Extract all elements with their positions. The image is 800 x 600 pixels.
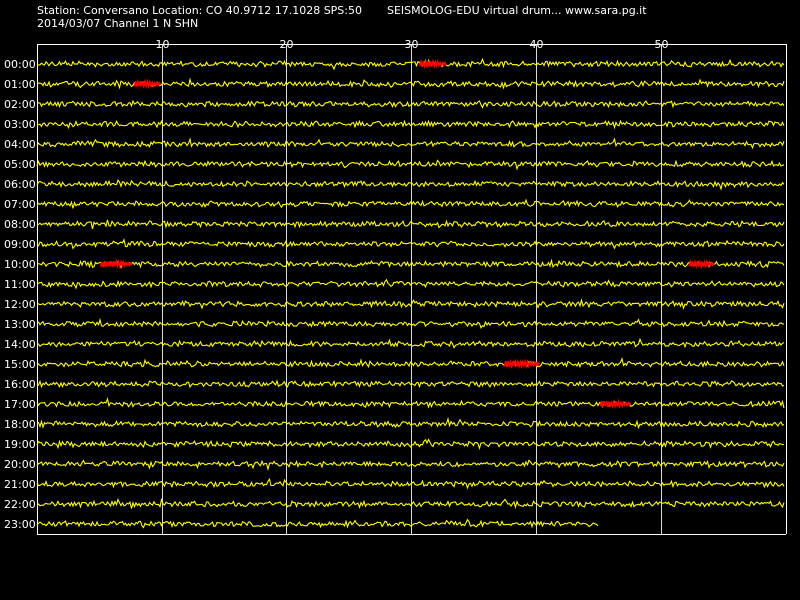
hour-label: 22:00 [4, 498, 36, 511]
hour-label: 18:00 [4, 418, 36, 431]
trace-1600 [36, 379, 785, 389]
trace-0400 [36, 137, 785, 150]
hour-label: 21:00 [4, 478, 36, 491]
trace-0600 [36, 179, 785, 191]
trace-1400 [36, 337, 785, 349]
trace-0900 [36, 238, 785, 250]
trace-0300 [36, 119, 785, 130]
trace-0100 [36, 77, 785, 90]
hour-label: 01:00 [4, 78, 36, 91]
trace-1300 [36, 317, 785, 330]
hour-label: 11:00 [4, 278, 36, 291]
trace-0500 [36, 159, 785, 171]
trace-2300 [36, 518, 599, 529]
minute-tick-label: 50 [655, 38, 669, 51]
trace-1900 [36, 438, 785, 450]
hour-label: 10:00 [4, 258, 36, 271]
trace-1000 [36, 258, 785, 269]
trace-0700 [36, 198, 785, 209]
hour-label: 13:00 [4, 318, 36, 331]
station-info: Station: Conversano Location: CO 40.9712… [37, 4, 362, 17]
hour-label: 19:00 [4, 438, 36, 451]
trace-0800 [36, 219, 785, 230]
minute-tick-label: 40 [530, 38, 544, 51]
trace-0200 [36, 99, 785, 109]
minute-tick-label: 30 [405, 38, 419, 51]
trace-0000 [36, 57, 785, 71]
hour-label: 05:00 [4, 158, 36, 171]
trace-2000 [36, 459, 785, 472]
trace-2200 [36, 497, 785, 510]
trace-2100 [36, 478, 785, 490]
hour-label: 03:00 [4, 118, 36, 131]
hour-label: 15:00 [4, 358, 36, 371]
hour-label: 14:00 [4, 338, 36, 351]
hour-label: 08:00 [4, 218, 36, 231]
hour-label: 12:00 [4, 298, 36, 311]
brand-label: SEISMOLOG-EDU virtual drum... www.sara.p… [387, 4, 647, 17]
trace-1800 [36, 416, 785, 430]
trace-1100 [36, 278, 785, 290]
minute-tick-label: 20 [280, 38, 294, 51]
trace-1500 [36, 357, 785, 369]
hour-label: 07:00 [4, 198, 36, 211]
hour-label: 04:00 [4, 138, 36, 151]
trace-1200 [36, 298, 785, 310]
hour-label: 17:00 [4, 398, 36, 411]
hour-label: 16:00 [4, 378, 36, 391]
hour-label: 00:00 [4, 58, 36, 71]
minute-tick-label: 10 [156, 38, 170, 51]
date-channel-label: 2014/03/07 Channel 1 N SHN [37, 17, 199, 30]
hour-label: 23:00 [4, 518, 36, 531]
hour-label: 09:00 [4, 238, 36, 251]
hour-label: 02:00 [4, 98, 36, 111]
hour-label: 20:00 [4, 458, 36, 471]
hour-label: 06:00 [4, 178, 36, 191]
trace-1700 [36, 397, 785, 409]
